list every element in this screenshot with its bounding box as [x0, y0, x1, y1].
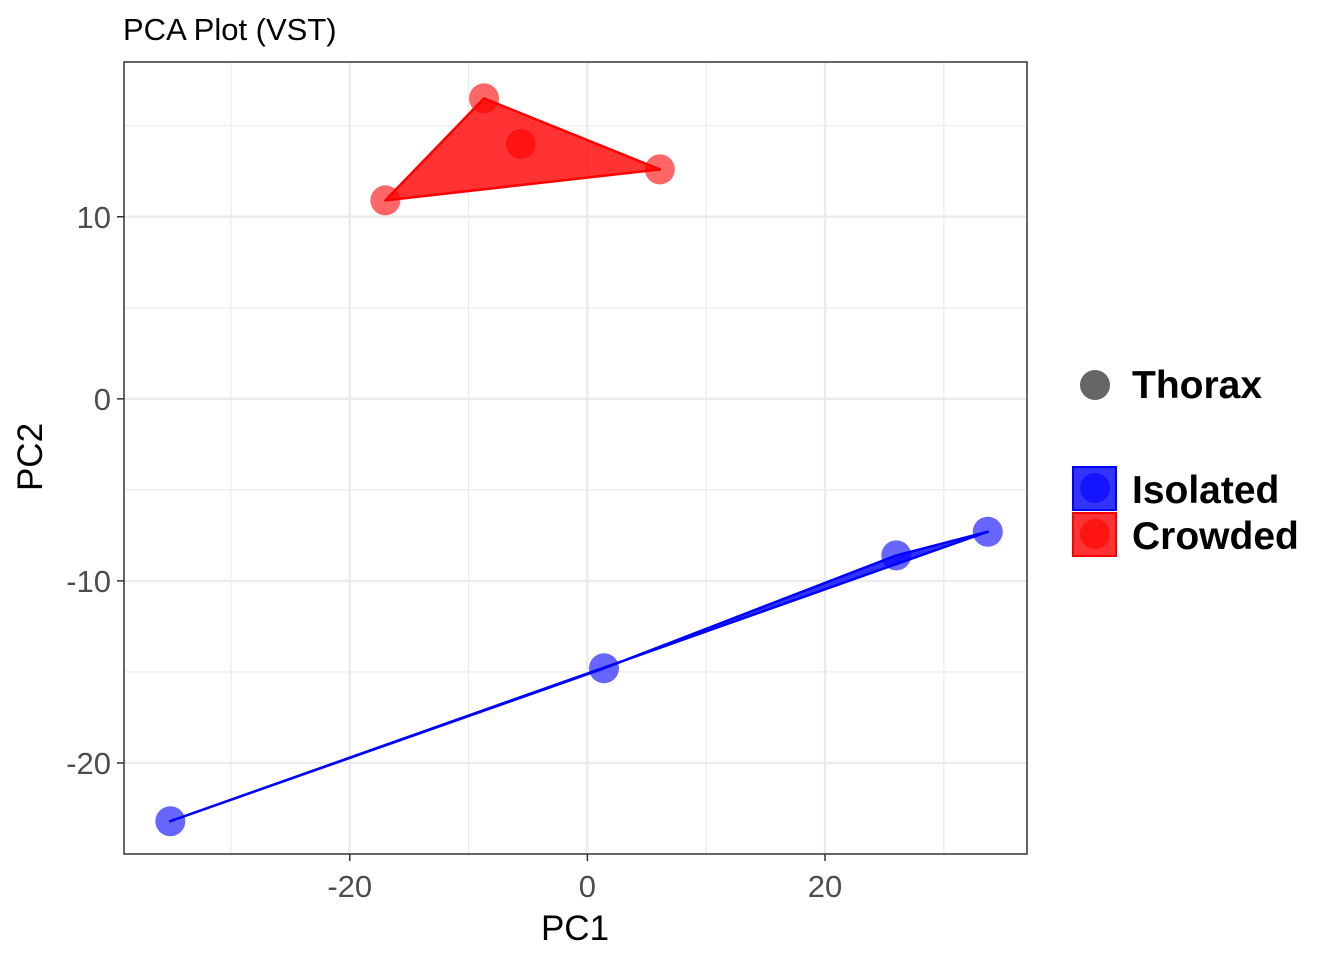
legend-shape-key	[1080, 370, 1110, 400]
plot-panel-background	[124, 62, 1027, 854]
minor-gridlines	[124, 62, 1027, 854]
x-axis-ticks: -20 0 20	[327, 854, 842, 904]
legend-groups: Isolated Crowded	[1072, 466, 1299, 558]
legend-shape-label: Thorax	[1132, 364, 1262, 407]
y-tick-label: -10	[66, 564, 111, 599]
legend-label-crowded: Crowded	[1132, 515, 1299, 558]
legend-key-dot-isolated	[1080, 473, 1110, 503]
point-crowded	[505, 128, 536, 159]
legend-label-isolated: Isolated	[1132, 469, 1279, 512]
y-axis-ticks: -20 -10 0 10	[66, 200, 124, 781]
point-crowded	[370, 185, 401, 216]
legend-item-isolated: Isolated	[1072, 466, 1279, 512]
x-tick-label: -20	[327, 869, 372, 904]
x-tick-label: 20	[808, 869, 842, 904]
point-isolated	[589, 653, 620, 684]
data-points	[155, 83, 1003, 837]
legend-shape: Thorax	[1080, 364, 1262, 407]
y-axis-title: PC2	[11, 423, 50, 491]
legend-item-crowded: Crowded	[1072, 512, 1299, 558]
major-gridlines	[124, 62, 1027, 854]
x-tick-label: 0	[579, 869, 596, 904]
point-isolated	[881, 540, 912, 571]
point-crowded	[469, 83, 500, 114]
point-crowded	[644, 154, 675, 185]
point-isolated	[155, 806, 186, 837]
plot-panel-border	[123, 61, 1028, 855]
legend-key-dot-crowded	[1080, 519, 1110, 549]
point-isolated	[972, 516, 1003, 547]
y-tick-label: 0	[94, 382, 111, 417]
chart-title: PCA Plot (VST)	[123, 12, 337, 47]
x-axis-title: PC1	[541, 909, 609, 948]
y-tick-label: 10	[77, 200, 111, 235]
y-tick-label: -20	[66, 746, 111, 781]
